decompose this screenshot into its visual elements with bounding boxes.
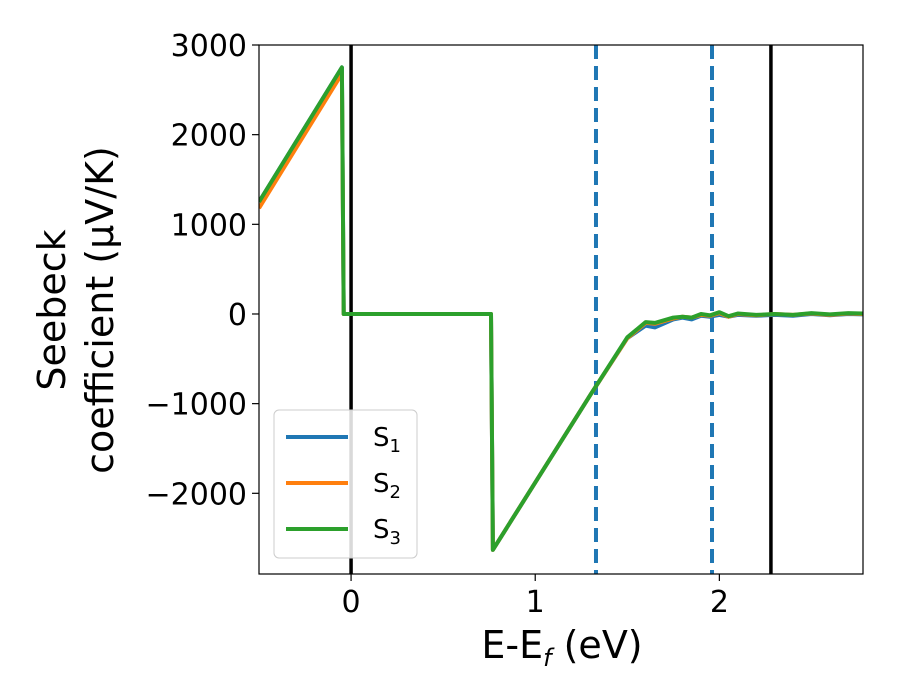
x-tick-label-2: 2 [710, 585, 729, 620]
legend-label-3: S3 [373, 515, 401, 549]
legend-label-2: S2 [373, 469, 401, 503]
y-axis-label-line1: Seebeck [30, 229, 74, 390]
series-lines [259, 65, 863, 552]
y-tick-label-5: −2000 [146, 477, 247, 512]
y-axis-label-line2: coefficient (μV/K) [78, 146, 122, 474]
y-tick-label-1: 2000 [171, 119, 247, 154]
series-line-3 [259, 65, 863, 552]
legend: S1 S2 S3 [273, 409, 418, 559]
legend-label-1: S1 [373, 423, 401, 457]
y-tick-label-2: 1000 [171, 208, 247, 243]
x-tick-label-0: 0 [342, 585, 361, 620]
axis-ticks: 0 1 2 3000 2000 1000 0 −1000 −2000 [146, 29, 729, 620]
plot-area-frame [258, 44, 864, 575]
x-axis-label: E-Ef (eV) [481, 623, 642, 672]
y-axis-label: Seebeck coefficient (μV/K) [30, 146, 122, 474]
y-tick-label-0: 3000 [171, 29, 247, 64]
y-tick-label-3: 0 [228, 298, 247, 333]
x-tick-label-1: 1 [526, 585, 545, 620]
y-tick-label-4: −1000 [146, 388, 247, 423]
